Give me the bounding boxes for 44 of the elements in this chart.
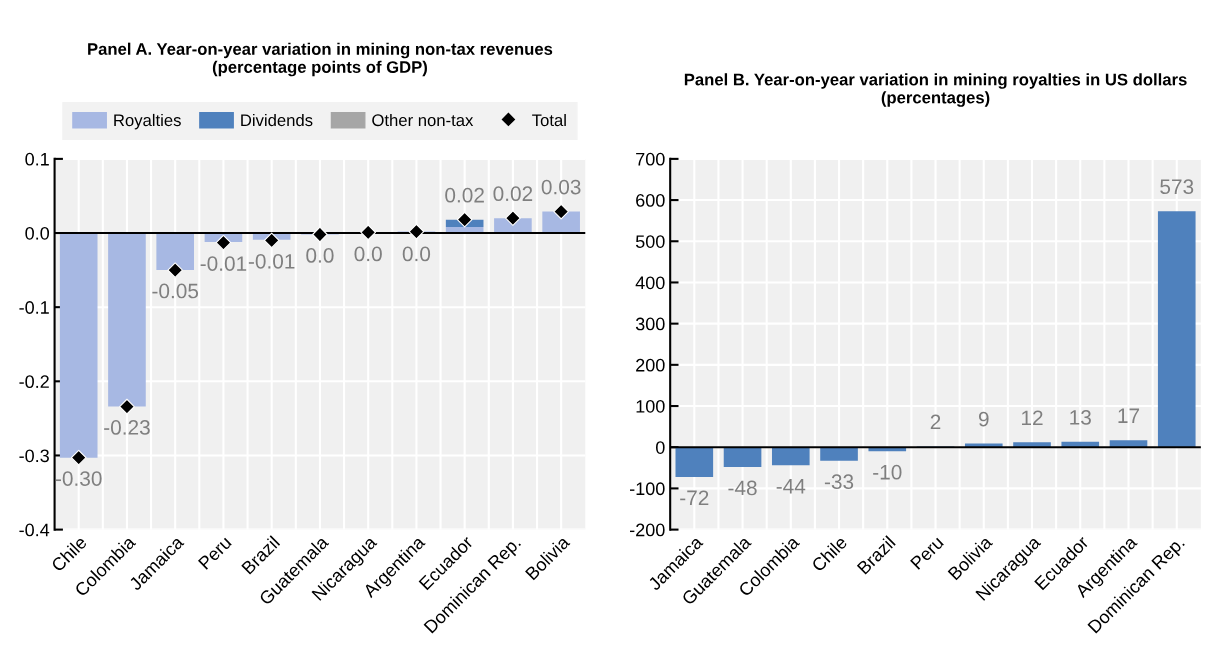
data-label: 573 bbox=[1160, 179, 1194, 195]
data-label: 12 bbox=[1022, 410, 1043, 425]
y-tick-label: 300 bbox=[635, 317, 665, 331]
data-label: 0.0 bbox=[306, 248, 334, 263]
data-label: 0.0 bbox=[402, 246, 431, 262]
y-tick-label: -200 bbox=[629, 523, 665, 537]
data-label: -44 bbox=[776, 479, 806, 494]
data-label: -0.30 bbox=[55, 471, 102, 486]
data-label: 17 bbox=[1118, 408, 1140, 423]
y-tick-label: -100 bbox=[629, 482, 665, 496]
chart-title: Panel A. Year-on-year variation in mining non-tax revenues (percentage points of GDP) bbox=[88, 42, 553, 77]
data-label: -0.23 bbox=[104, 420, 150, 435]
data-label: 13 bbox=[1070, 410, 1091, 425]
y-tick-label: 200 bbox=[636, 358, 665, 372]
data-label: -48 bbox=[728, 480, 757, 496]
y-tick-label: 400 bbox=[635, 276, 665, 290]
y-tick-label: -0.3 bbox=[19, 449, 49, 463]
legend-label: Total bbox=[532, 113, 566, 127]
legend-label: Other non-tax bbox=[372, 113, 474, 127]
data-label: -72 bbox=[680, 490, 709, 505]
y-tick-label: -0.4 bbox=[19, 523, 50, 537]
y-tick-label: 0 bbox=[655, 441, 665, 454]
data-label: 9 bbox=[978, 411, 989, 427]
data-label: 0.02 bbox=[445, 187, 484, 203]
data-label: -33 bbox=[824, 474, 854, 490]
data-label: -0.01 bbox=[248, 253, 295, 269]
y-tick-label: 0.0 bbox=[25, 226, 50, 240]
legend-label: Dividends bbox=[241, 113, 313, 127]
y-tick-label: 600 bbox=[636, 194, 665, 207]
y-tick-label: 700 bbox=[636, 152, 665, 166]
y-tick-label: 100 bbox=[636, 399, 665, 413]
data-label: -0.01 bbox=[200, 256, 247, 271]
y-tick-label: -0.1 bbox=[19, 301, 49, 314]
data-label: -0.05 bbox=[152, 283, 199, 299]
y-tick-label: 0.1 bbox=[25, 152, 49, 166]
data-label: 0.02 bbox=[493, 186, 533, 202]
y-tick-label: 500 bbox=[635, 235, 665, 248]
data-label: 0.03 bbox=[541, 179, 581, 195]
data-label: -10 bbox=[873, 464, 902, 480]
chart-title: Panel B. Year-on-year variation in mining royalties in US dollars (percentages) bbox=[684, 73, 1187, 107]
data-label: 2 bbox=[930, 414, 941, 430]
legend-label: Royalties bbox=[114, 113, 181, 130]
data-label: 0.0 bbox=[354, 246, 382, 262]
y-tick-label: -0.2 bbox=[19, 375, 49, 389]
